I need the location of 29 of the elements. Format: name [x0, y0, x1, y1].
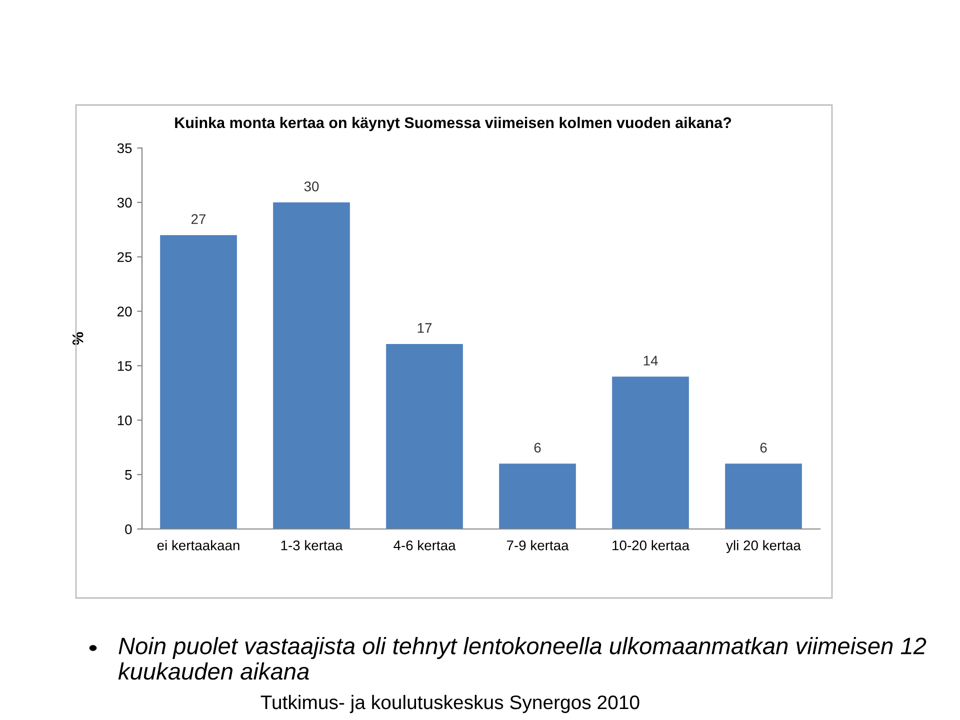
bar	[725, 464, 802, 529]
data-label: 14	[644, 356, 658, 366]
y-tick-label: 10	[118, 415, 132, 426]
bar	[160, 235, 237, 529]
bar	[273, 202, 350, 529]
bar	[386, 344, 463, 529]
chart-title: Kuinka monta kertaa on käynyt Suomessa viimeisen kolmen vuoden aikana?	[175, 116, 732, 132]
data-label: 6	[534, 442, 541, 453]
data-label: 6	[760, 442, 767, 453]
x-tick-label: 4-6 kertaa	[394, 540, 456, 550]
y-tick-label: 20	[118, 306, 132, 316]
data-label: 30	[304, 182, 319, 192]
x-tick-label: ei kertaakaan	[157, 540, 240, 550]
text: Noin puolet vastaajista oli tehnyt lentokoneella ulkomaanmatkan viimeisen 12 kuukauden aikana	[118, 637, 926, 680]
y-tick-label: 5	[125, 470, 132, 480]
y-tick-label: 0	[125, 524, 132, 534]
data-label: 27	[191, 214, 206, 224]
y-tick-label: 30	[117, 198, 132, 208]
data-label: 17	[418, 323, 432, 333]
y-tick-label: 25	[118, 252, 132, 262]
y-tick-label: 35	[117, 143, 132, 154]
bar	[612, 376, 689, 529]
y-tick-label: 15	[118, 361, 132, 371]
x-tick-label: yli 20 kertaa	[726, 540, 801, 554]
x-tick-label: 7-9 kertaa	[506, 540, 569, 550]
x-tick-label: 1-3 kertaa	[281, 540, 343, 550]
bar	[499, 464, 576, 529]
x-tick-label: 10-20 kertaa	[612, 540, 690, 550]
text: Tutkimus- ja koulutuskeskus Synergos 2010	[260, 694, 640, 714]
